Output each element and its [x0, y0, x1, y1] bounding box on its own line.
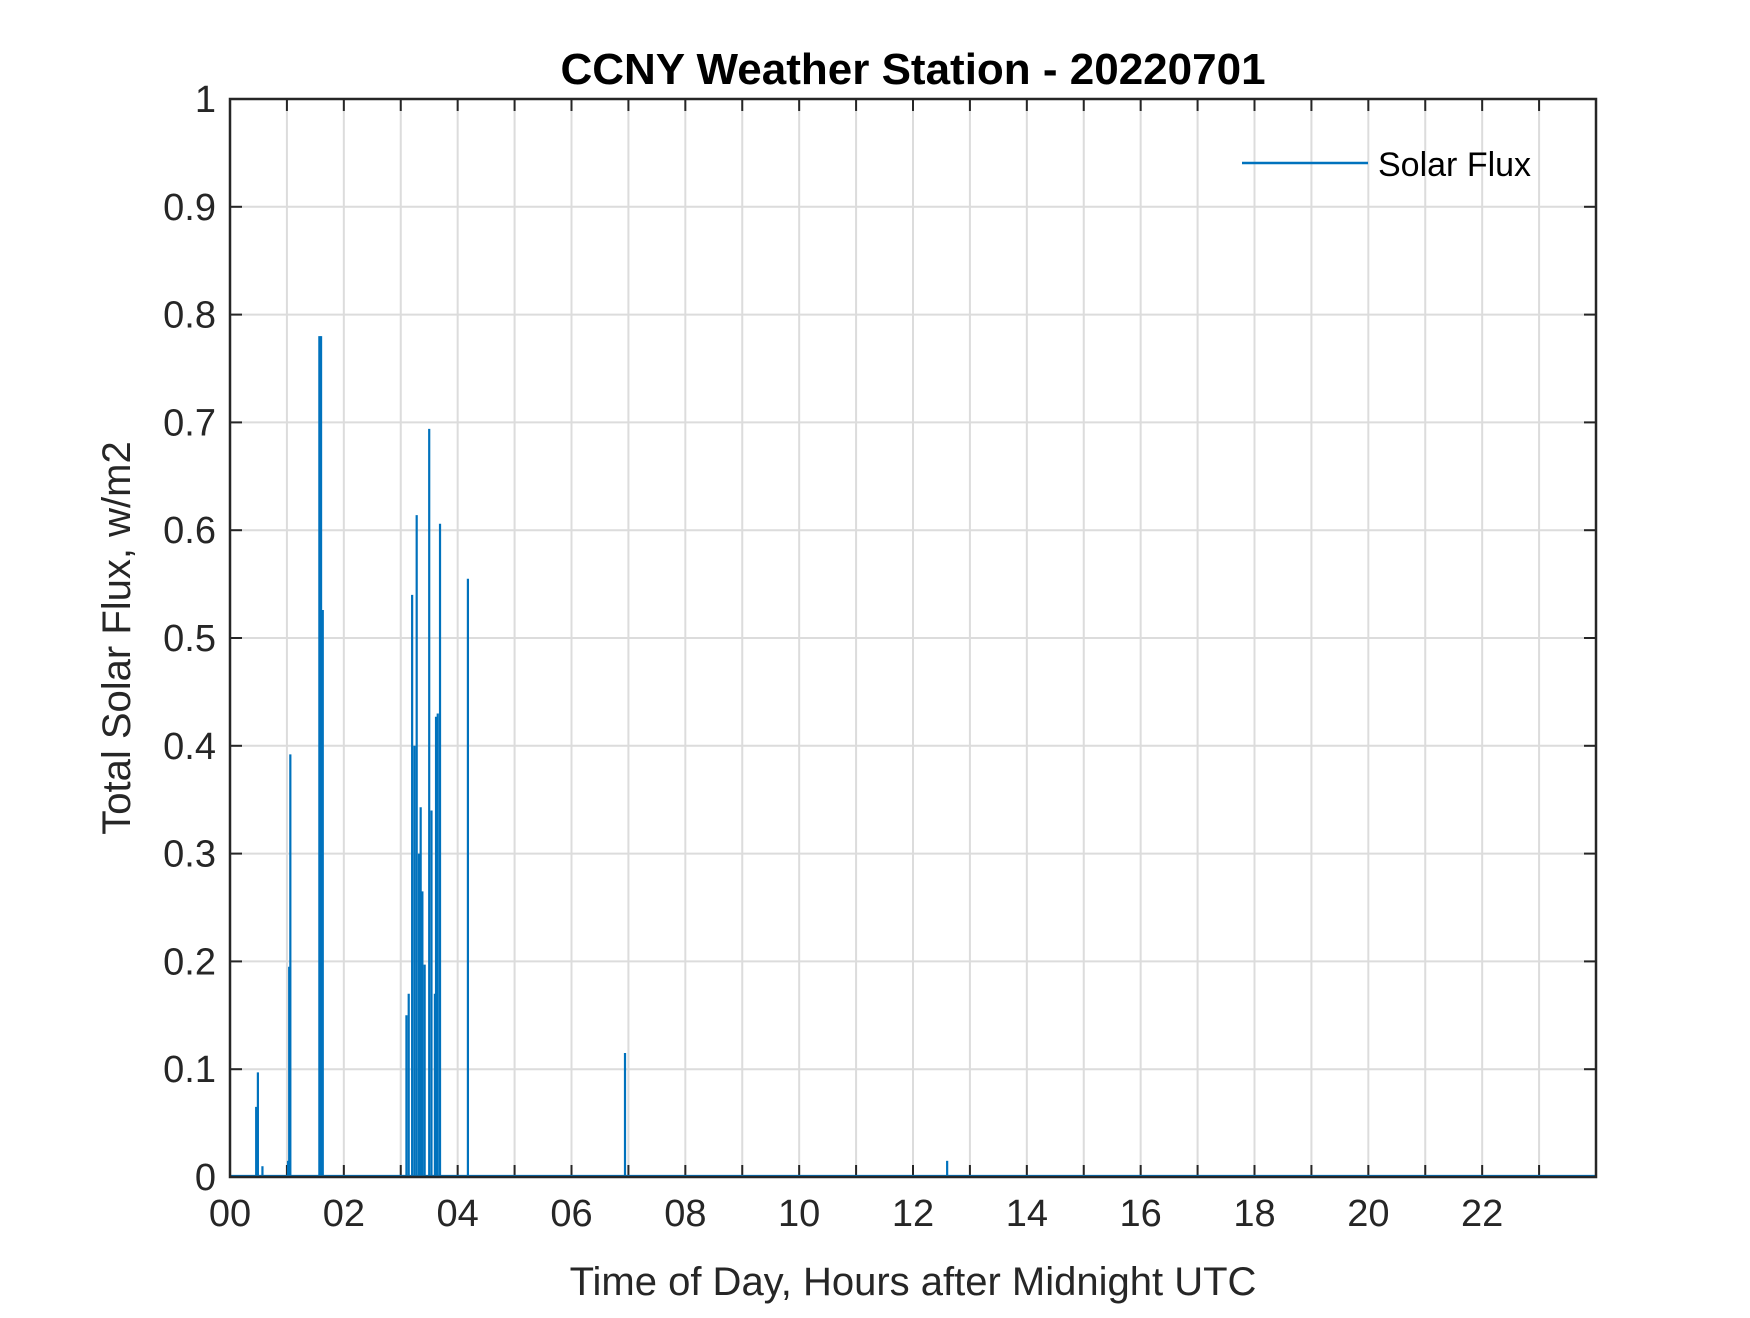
y-tick-label: 0.6 [163, 510, 216, 552]
x-tick-label: 10 [778, 1193, 820, 1235]
x-tick-labels: 00 02 04 06 08 10 12 14 16 18 20 22 [209, 1193, 1503, 1235]
chart-title: CCNY Weather Station - 20220701 [560, 45, 1265, 94]
y-tick-label: 0.1 [163, 1049, 216, 1091]
x-tick-label: 04 [437, 1193, 479, 1235]
y-tick-labels: 0 0.1 0.2 0.3 0.4 0.5 0.6 0.7 0.8 0.9 1 [163, 79, 216, 1199]
x-tick-label: 20 [1347, 1193, 1389, 1235]
x-tick-label: 06 [550, 1193, 592, 1235]
legend-label-solar-flux: Solar Flux [1378, 146, 1531, 184]
y-tick-label: 0.2 [163, 941, 216, 983]
x-tick-label: 16 [1120, 1193, 1162, 1235]
x-axis-label: Time of Day, Hours after Midnight UTC [570, 1260, 1257, 1304]
x-tick-label: 18 [1233, 1193, 1275, 1235]
x-tick-label: 12 [892, 1193, 934, 1235]
x-tick-label: 08 [664, 1193, 706, 1235]
y-tick-label: 1 [195, 79, 216, 121]
grid [230, 99, 1596, 1177]
legend: Solar Flux [1242, 146, 1531, 184]
plot-frame [228, 97, 1598, 1179]
y-axis-label: Total Solar Flux, w/m2 [95, 441, 139, 834]
y-tick-label: 0.7 [163, 402, 216, 444]
y-tick-label: 0.9 [163, 187, 216, 229]
y-tick-label: 0.4 [163, 726, 216, 768]
x-tick-label: 02 [323, 1193, 365, 1235]
y-tick-label: 0.3 [163, 834, 216, 876]
x-tick-label: 22 [1461, 1193, 1503, 1235]
x-tick-label: 14 [1006, 1193, 1048, 1235]
y-tick-label: 0.8 [163, 295, 216, 337]
y-tick-label: 0 [195, 1157, 216, 1199]
y-tick-label: 0.5 [163, 618, 216, 660]
x-tick-label: 00 [209, 1193, 251, 1235]
